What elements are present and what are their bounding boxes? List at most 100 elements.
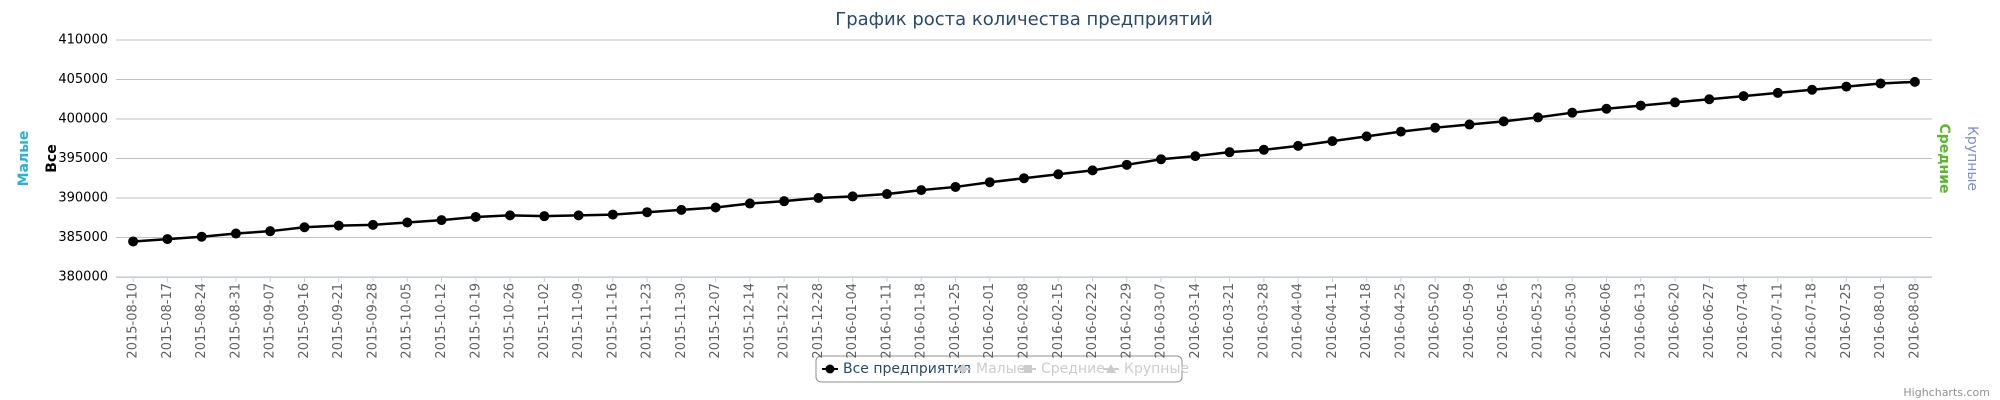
y-tick-label: 390000 <box>58 191 108 206</box>
y-axis-title: Средние <box>1936 123 1952 193</box>
y-tick-label: 380000 <box>58 270 108 285</box>
point-marker <box>505 210 516 221</box>
point-marker <box>1430 122 1441 133</box>
x-tick-label: 2016-04-11 <box>1325 283 1340 359</box>
point-marker <box>642 207 653 218</box>
x-tick-label: 2015-11-02 <box>537 283 552 359</box>
series-line <box>133 80 1915 243</box>
x-tick-label: 2015-09-16 <box>297 283 312 359</box>
x-tick-label: 2015-11-23 <box>640 283 655 359</box>
point-marker <box>1772 87 1783 98</box>
legend-label[interactable]: Все предприятия <box>843 361 971 377</box>
point-marker <box>1532 112 1543 123</box>
y-tick-label: 395000 <box>58 151 108 166</box>
point-marker <box>436 215 447 226</box>
x-tick-label: 2016-05-02 <box>1428 283 1443 359</box>
x-tick-label: 2015-10-26 <box>503 283 518 359</box>
x-tick-label: 2016-04-18 <box>1359 283 1374 359</box>
x-tick-label: 2016-03-21 <box>1222 283 1237 359</box>
x-tick-label: 2016-06-13 <box>1633 283 1648 359</box>
point-marker <box>299 222 310 233</box>
legend-label[interactable]: Средние <box>1041 361 1105 377</box>
point-marker <box>470 211 481 222</box>
y-tick-label: 410000 <box>58 33 108 48</box>
legend-symbol <box>958 364 968 374</box>
x-tick-label: 2016-07-11 <box>1770 283 1785 359</box>
point-marker <box>813 193 824 203</box>
point-marker <box>1567 107 1578 118</box>
x-tick-label: 2015-09-07 <box>263 283 278 359</box>
point-marker <box>1190 151 1201 162</box>
legend-symbol <box>1106 364 1116 373</box>
x-tick-label: 2016-03-28 <box>1256 283 1271 359</box>
point-marker <box>162 234 173 245</box>
y-axis-title: Все <box>44 144 60 172</box>
point-marker <box>1704 94 1715 105</box>
x-tick-label: 2016-04-25 <box>1393 283 1408 359</box>
point-marker <box>1875 78 1886 89</box>
point-marker <box>265 226 276 237</box>
y-axis-title: Крупные <box>1964 126 1980 191</box>
legend-label[interactable]: Малые <box>976 361 1025 377</box>
x-tick-label: 2015-09-21 <box>331 283 346 359</box>
point-marker <box>539 211 550 222</box>
x-tick-label: 2015-11-16 <box>605 283 620 359</box>
x-tick-label: 2016-04-04 <box>1291 283 1306 359</box>
legend-symbol <box>825 364 835 374</box>
legend-label[interactable]: Крупные <box>1124 361 1189 377</box>
chart-title: График роста количества предприятий <box>835 9 1213 30</box>
x-tick-label: 2015-11-30 <box>674 283 689 359</box>
x-tick-label: 2015-12-07 <box>708 283 723 359</box>
point-marker <box>1670 97 1681 108</box>
x-tick-label: 2016-02-01 <box>982 283 997 359</box>
point-marker <box>230 228 241 239</box>
point-marker <box>1738 91 1749 102</box>
x-tick-label: 2016-01-11 <box>879 283 894 359</box>
x-tick-label: 2016-02-08 <box>1017 283 1032 359</box>
point-marker <box>1258 144 1269 155</box>
point-marker <box>573 210 584 221</box>
x-tick-label: 2016-03-07 <box>1154 283 1169 359</box>
point-marker <box>1224 147 1235 158</box>
x-tick-label: 2015-08-17 <box>160 283 175 359</box>
x-tick-label: 2016-02-29 <box>1119 283 1134 359</box>
x-tick-label: 2016-05-23 <box>1530 283 1545 359</box>
x-tick-label: 2016-05-30 <box>1565 283 1580 359</box>
point-marker <box>950 181 961 192</box>
point-marker <box>1053 169 1064 180</box>
point-marker <box>367 219 378 230</box>
point-marker <box>1019 173 1029 184</box>
point-marker <box>916 185 927 196</box>
point-marker <box>744 198 755 209</box>
x-tick-label: 2016-08-01 <box>1873 283 1888 359</box>
x-tick-label: 2015-10-05 <box>400 283 415 359</box>
x-tick-label: 2016-03-14 <box>1188 283 1203 359</box>
x-tick-label: 2015-08-31 <box>228 283 243 359</box>
credits[interactable]: Highcharts.com <box>1903 386 1990 399</box>
point-marker <box>779 196 790 207</box>
point-marker <box>710 202 721 213</box>
point-marker <box>1395 126 1406 137</box>
x-tick-label: 2016-06-20 <box>1668 283 1683 359</box>
point-marker <box>984 177 995 188</box>
x-tick-label: 2015-11-09 <box>571 283 586 359</box>
legend-box <box>815 355 1183 383</box>
x-tick-label: 2016-08-08 <box>1907 283 1922 359</box>
point-marker <box>1121 159 1132 170</box>
point-marker <box>1635 100 1646 111</box>
y-tick-label: 405000 <box>58 72 108 87</box>
x-tick-label: 2015-10-19 <box>468 283 483 359</box>
point-marker <box>333 220 344 231</box>
x-tick-label: 2016-02-15 <box>1051 283 1066 359</box>
x-tick-label: 2016-07-18 <box>1805 283 1820 359</box>
point-marker <box>1293 140 1304 151</box>
x-tick-label: 2016-07-04 <box>1736 283 1751 359</box>
x-tick-label: 2015-12-28 <box>811 283 826 359</box>
point-marker <box>196 231 207 242</box>
point-marker <box>1087 165 1098 176</box>
point-marker <box>1464 119 1475 130</box>
x-tick-label: 2016-06-06 <box>1599 283 1614 359</box>
point-marker <box>402 217 413 228</box>
point-marker <box>1361 131 1372 142</box>
